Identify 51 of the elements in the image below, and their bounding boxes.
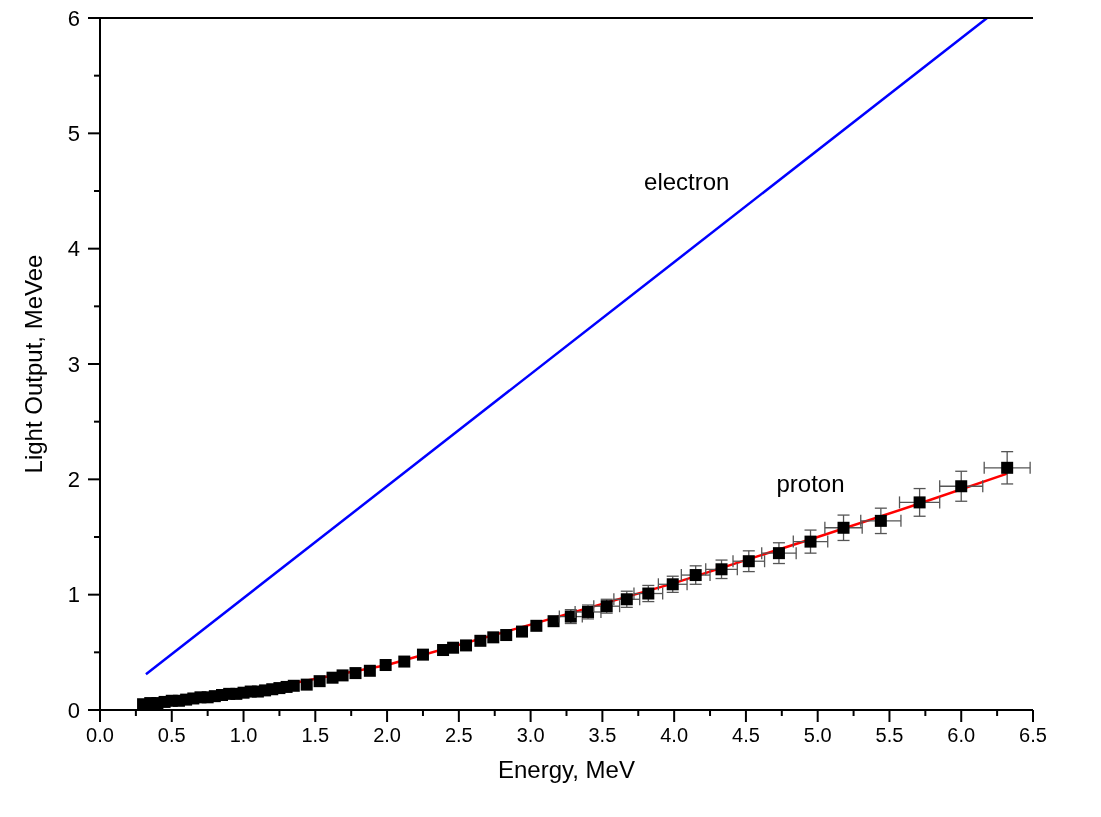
y-tick-label: 0 bbox=[67, 697, 80, 723]
point bbox=[715, 563, 728, 576]
point bbox=[416, 648, 429, 661]
y-tick-label: 1 bbox=[67, 582, 80, 608]
point bbox=[363, 664, 376, 677]
x-tick-label: 2.0 bbox=[373, 724, 401, 746]
x-tick-label: 4.0 bbox=[660, 724, 689, 746]
point bbox=[300, 678, 313, 691]
x-tick-label: 6.0 bbox=[947, 724, 976, 746]
point bbox=[460, 639, 473, 652]
point bbox=[547, 615, 560, 628]
point bbox=[398, 655, 411, 668]
y-axis-title: Light Output, MeVee bbox=[20, 254, 47, 474]
x-tick-label: 1.5 bbox=[301, 724, 330, 746]
x-tick-label: 3.5 bbox=[588, 724, 617, 746]
y-tick-label: 4 bbox=[67, 236, 80, 262]
point bbox=[487, 631, 500, 644]
y-tick-label: 2 bbox=[67, 467, 80, 493]
point bbox=[742, 555, 755, 568]
point bbox=[837, 521, 850, 534]
x-tick-label: 5.5 bbox=[875, 724, 904, 746]
point bbox=[913, 496, 926, 509]
x-tick-label: 0.0 bbox=[86, 724, 114, 746]
x-tick-label: 5.0 bbox=[803, 724, 832, 746]
x-tick-label: 6.5 bbox=[1019, 724, 1047, 746]
x-axis-title: Energy, MeV bbox=[498, 756, 635, 783]
point bbox=[474, 634, 487, 647]
x-tick-label: 0.5 bbox=[157, 724, 186, 746]
x-tick-label: 2.5 bbox=[444, 724, 473, 746]
point bbox=[336, 669, 349, 682]
point bbox=[287, 679, 300, 692]
series-label: electron bbox=[644, 168, 730, 196]
point bbox=[772, 547, 785, 560]
point bbox=[379, 659, 392, 672]
point bbox=[530, 619, 543, 632]
x-tick-label: 3.0 bbox=[516, 724, 545, 746]
x-tick-label: 4.5 bbox=[732, 724, 760, 746]
point bbox=[955, 480, 968, 493]
point bbox=[1001, 461, 1014, 474]
point bbox=[313, 675, 326, 688]
point bbox=[447, 641, 460, 654]
y-tick-label: 6 bbox=[67, 5, 80, 31]
point bbox=[516, 625, 528, 638]
y-tick-label: 3 bbox=[67, 351, 80, 377]
point bbox=[500, 629, 513, 642]
point bbox=[874, 514, 887, 527]
series-label: proton bbox=[776, 470, 845, 498]
point bbox=[804, 535, 817, 548]
point bbox=[349, 667, 362, 680]
x-tick-label: 1.0 bbox=[229, 724, 258, 746]
y-tick-label: 5 bbox=[67, 121, 80, 147]
